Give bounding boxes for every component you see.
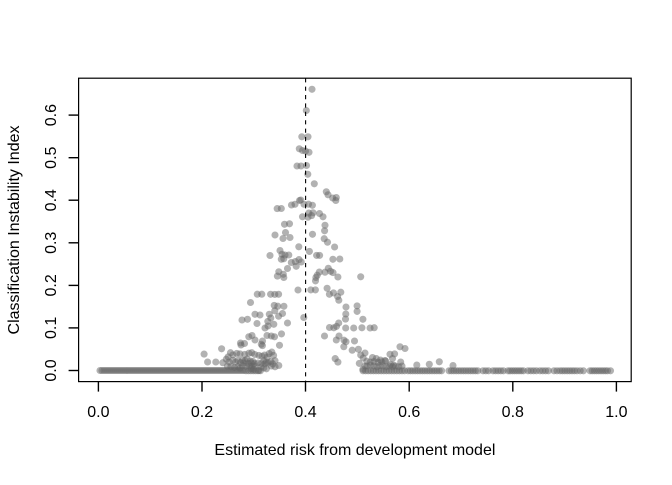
svg-text:Classification Instability Ind: Classification Instability Index [6,126,23,335]
svg-text:0.0: 0.0 [43,359,60,381]
svg-text:0.8: 0.8 [502,404,524,421]
svg-text:1.0: 1.0 [605,404,627,421]
svg-text:0.4: 0.4 [43,189,60,211]
svg-text:0.4: 0.4 [294,404,316,421]
svg-text:0.3: 0.3 [43,232,60,254]
svg-text:0.6: 0.6 [43,104,60,126]
svg-text:0.2: 0.2 [43,274,60,296]
svg-text:0.5: 0.5 [43,146,60,168]
svg-text:0.0: 0.0 [87,404,109,421]
svg-text:0.1: 0.1 [43,317,60,339]
svg-text:0.6: 0.6 [398,404,420,421]
svg-text:Estimated risk from developmen: Estimated risk from development model [214,442,495,459]
svg-text:0.2: 0.2 [191,404,213,421]
